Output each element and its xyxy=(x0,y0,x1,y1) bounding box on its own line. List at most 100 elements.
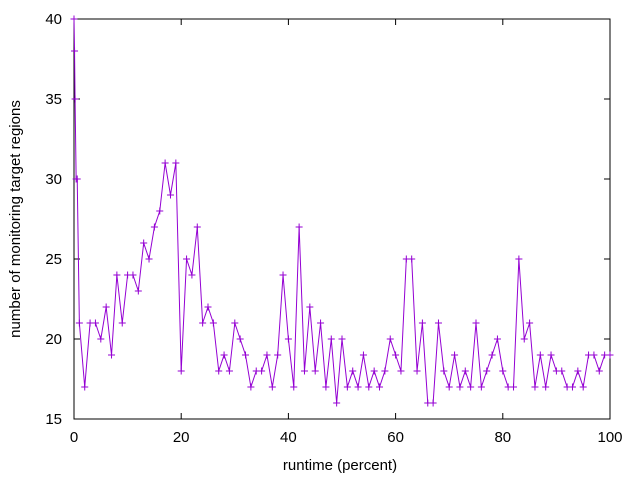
data-point-marker xyxy=(71,47,79,55)
data-point-marker xyxy=(166,191,174,199)
data-point-marker xyxy=(461,367,469,375)
data-point-marker xyxy=(370,367,378,375)
tick-labels: 0 20 40 60 80 100 15 20 25 30 35 40 xyxy=(45,11,622,446)
data-point-marker xyxy=(488,351,496,359)
data-point-marker xyxy=(333,399,341,407)
data-point-marker xyxy=(231,319,239,327)
data-point-marker xyxy=(493,335,501,343)
series-markers xyxy=(70,15,614,407)
data-point-marker xyxy=(472,319,480,327)
x-tick-label: 20 xyxy=(173,429,190,446)
data-point-marker xyxy=(81,383,89,391)
data-point-marker xyxy=(429,399,437,407)
x-tick-label: 60 xyxy=(387,429,404,446)
data-point-marker xyxy=(515,255,523,263)
data-point-marker xyxy=(300,367,308,375)
data-point-marker xyxy=(225,367,233,375)
y-tick-label: 20 xyxy=(45,331,62,348)
x-tick-label: 40 xyxy=(280,429,297,446)
y-tick-label: 15 xyxy=(45,411,62,428)
data-point-marker xyxy=(440,367,448,375)
data-point-marker xyxy=(365,383,373,391)
data-point-marker xyxy=(418,319,426,327)
data-point-marker xyxy=(574,367,582,375)
data-point-marker xyxy=(467,383,475,391)
data-point-marker xyxy=(118,319,126,327)
data-point-marker xyxy=(477,383,485,391)
axis-ticks xyxy=(73,18,611,420)
data-point-marker xyxy=(150,223,158,231)
data-point-marker xyxy=(183,255,191,263)
data-point-marker xyxy=(177,367,185,375)
data-point-marker xyxy=(134,287,142,295)
data-point-marker xyxy=(129,271,137,279)
y-tick-label: 25 xyxy=(45,251,62,268)
data-point-marker xyxy=(73,175,81,183)
x-tick-label: 0 xyxy=(70,429,78,446)
data-point-marker xyxy=(568,383,576,391)
data-point-marker xyxy=(199,319,207,327)
y-axis-label: number of monitoring target regions xyxy=(7,100,24,338)
data-point-marker xyxy=(606,351,614,359)
x-axis-label: runtime (percent) xyxy=(283,457,397,474)
data-point-marker xyxy=(258,367,266,375)
data-point-marker xyxy=(499,367,507,375)
data-point-marker xyxy=(322,383,330,391)
data-point-marker xyxy=(397,367,405,375)
data-point-marker xyxy=(247,383,255,391)
data-point-marker xyxy=(113,271,121,279)
data-point-marker xyxy=(284,335,292,343)
plot-frame xyxy=(73,18,611,420)
data-point-marker xyxy=(531,383,539,391)
data-point-marker xyxy=(483,367,491,375)
data-point-marker xyxy=(547,351,555,359)
data-point-marker xyxy=(161,159,169,167)
data-point-marker xyxy=(434,319,442,327)
data-point-marker xyxy=(306,303,314,311)
data-point-marker xyxy=(536,351,544,359)
data-point-marker xyxy=(520,335,528,343)
data-point-marker xyxy=(392,351,400,359)
data-point-marker xyxy=(510,383,518,391)
data-point-marker xyxy=(156,207,164,215)
data-point-marker xyxy=(451,351,459,359)
data-point-marker xyxy=(145,255,153,263)
data-point-marker xyxy=(108,351,116,359)
data-point-marker xyxy=(595,367,603,375)
data-point-marker xyxy=(386,335,394,343)
data-point-marker xyxy=(70,15,78,23)
y-tick-label: 35 xyxy=(45,91,62,108)
data-point-marker xyxy=(413,367,421,375)
data-point-marker xyxy=(343,383,351,391)
data-point-marker xyxy=(172,159,180,167)
data-point-marker xyxy=(290,383,298,391)
data-point-marker xyxy=(242,351,250,359)
data-point-marker xyxy=(456,383,464,391)
data-point-marker xyxy=(71,95,79,103)
data-point-marker xyxy=(558,367,566,375)
data-point-marker xyxy=(445,383,453,391)
data-point-marker xyxy=(102,303,110,311)
data-point-marker xyxy=(193,223,201,231)
data-point-marker xyxy=(188,271,196,279)
data-point-marker xyxy=(268,383,276,391)
y-tick-label: 40 xyxy=(45,11,62,28)
data-point-marker xyxy=(140,239,148,247)
y-tick-label: 30 xyxy=(45,171,62,188)
data-point-marker xyxy=(295,223,303,231)
x-tick-label: 80 xyxy=(494,429,511,446)
data-point-marker xyxy=(75,319,83,327)
data-point-marker xyxy=(349,367,357,375)
data-point-marker xyxy=(408,255,416,263)
data-point-marker xyxy=(376,383,384,391)
data-point-marker xyxy=(359,351,367,359)
data-point-marker xyxy=(354,383,362,391)
data-point-marker xyxy=(526,319,534,327)
data-point-marker xyxy=(209,319,217,327)
data-point-marker xyxy=(220,351,228,359)
data-point-marker xyxy=(338,335,346,343)
data-point-marker xyxy=(590,351,598,359)
data-point-marker xyxy=(236,335,244,343)
data-point-marker xyxy=(215,367,223,375)
data-point-marker xyxy=(542,383,550,391)
